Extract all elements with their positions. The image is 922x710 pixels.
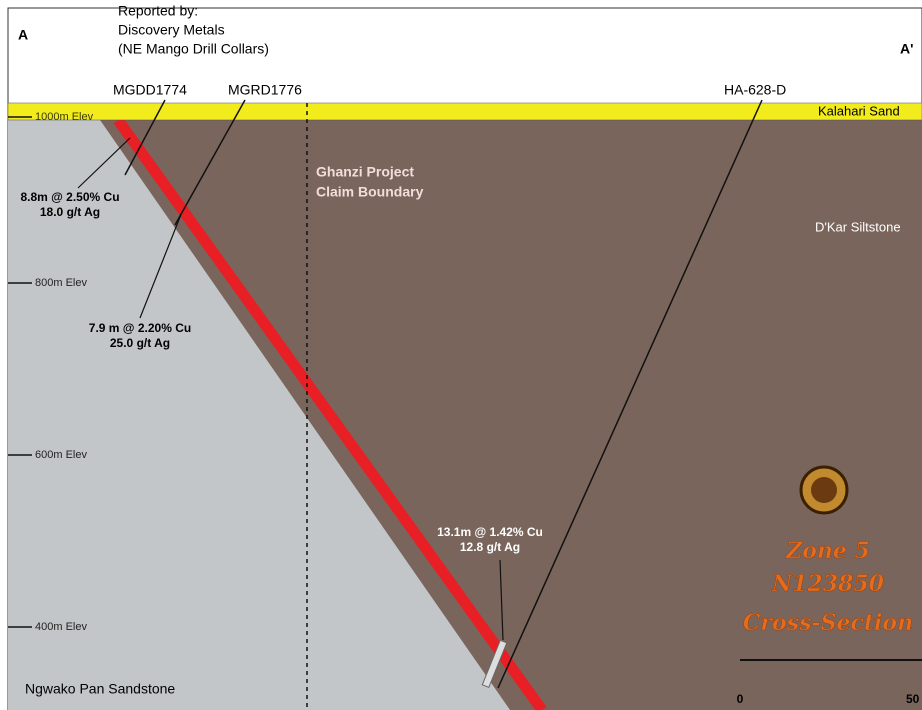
kalahari-sand: [8, 103, 922, 120]
intercept-label: 18.0 g/t Ag: [40, 205, 100, 219]
intercept-label: 7.9 m @ 2.20% Cu: [89, 321, 191, 335]
unit-label: D'Kar Siltstone: [815, 219, 901, 234]
unit-label: Kalahari Sand: [818, 103, 900, 118]
intercept-label: 8.8m @ 2.50% Cu: [20, 190, 119, 204]
drill-hole-label: MGDD1774: [113, 82, 187, 98]
section-title: N123850: [771, 571, 885, 597]
scale-label: 50: [906, 692, 920, 706]
elevation-label: 600m Elev: [35, 449, 87, 461]
logo: [811, 477, 837, 503]
elevation-label: 800m Elev: [35, 277, 87, 289]
elevation-label: 1000m Elev: [35, 111, 94, 123]
section-title: Zone 5: [785, 538, 870, 564]
section-title: Cross-Section: [743, 610, 913, 636]
elevation-label: 400m Elev: [35, 621, 87, 633]
reported-by: Reported by:: [118, 3, 198, 19]
boundary-label: Ghanzi Project: [316, 164, 414, 180]
drill-hole-label: HA-628-D: [724, 82, 786, 98]
unit-label: Ngwako Pan Sandstone: [25, 681, 175, 697]
drill-hole-label: MGRD1776: [228, 82, 302, 98]
intercept-label: 12.8 g/t Ag: [460, 540, 520, 554]
reported-by: Discovery Metals: [118, 22, 225, 38]
intercept-label: 13.1m @ 1.42% Cu: [437, 525, 543, 539]
cross-section: A A' Reported by: Discovery Metals (NE M…: [0, 0, 922, 710]
section-start: A: [18, 27, 28, 43]
reported-by: (NE Mango Drill Collars): [118, 41, 269, 57]
intercept-label: 25.0 g/t Ag: [110, 336, 170, 350]
scale-label: 0: [737, 692, 744, 706]
section-end: A': [900, 41, 913, 57]
boundary-label: Claim Boundary: [316, 184, 424, 200]
